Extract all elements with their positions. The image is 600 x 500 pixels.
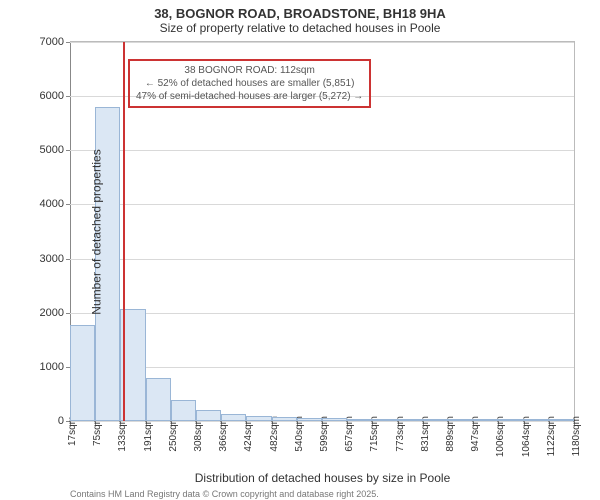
x-tick-label: 540sqm — [294, 416, 305, 452]
x-tick-label: 1006sqm — [495, 416, 506, 457]
x-tick-label: 657sqm — [344, 416, 355, 452]
x-tick-label: 1180sqm — [571, 416, 582, 456]
x-tick-label: 773sqm — [395, 416, 406, 452]
property-marker-line — [123, 42, 125, 421]
plot-region: 0100020003000400050006000700017sqm75sqm1… — [70, 42, 574, 421]
annotation-line2: ← 52% of detached houses are smaller (5,… — [136, 77, 363, 90]
grid-line — [70, 150, 574, 151]
x-tick-label: 889sqm — [445, 416, 456, 452]
grid-line — [70, 367, 574, 368]
x-axis-title: Distribution of detached houses by size … — [70, 471, 575, 485]
histogram-bar — [473, 419, 498, 421]
histogram-bar — [246, 416, 271, 421]
y-tick-label: 2000 — [40, 307, 70, 319]
histogram-bar — [448, 419, 473, 421]
x-tick-label: 831sqm — [420, 416, 431, 452]
footer-attribution: Contains HM Land Registry data © Crown c… — [70, 489, 600, 500]
x-tick-label: 308sqm — [193, 416, 204, 452]
annotation-box: 38 BOGNOR ROAD: 112sqm← 52% of detached … — [128, 59, 371, 108]
x-tick-label: 482sqm — [269, 416, 280, 452]
x-tick-label: 1064sqm — [521, 416, 532, 457]
x-tick-label: 250sqm — [168, 416, 179, 452]
grid-line — [70, 204, 574, 205]
footer-line1: Contains HM Land Registry data © Crown c… — [70, 489, 600, 500]
grid-line — [70, 259, 574, 260]
grid-line — [70, 313, 574, 314]
x-tick-label: 599sqm — [319, 416, 330, 452]
chart-title-line2: Size of property relative to detached ho… — [0, 21, 600, 35]
histogram-bar — [423, 419, 448, 421]
histogram-bar — [146, 378, 171, 421]
y-axis-title: Number of detached properties — [90, 149, 104, 314]
x-tick-label: 366sqm — [218, 416, 229, 452]
chart-title-block: 38, BOGNOR ROAD, BROADSTONE, BH18 9HA Si… — [0, 0, 600, 35]
chart-title-line1: 38, BOGNOR ROAD, BROADSTONE, BH18 9HA — [0, 6, 600, 21]
histogram-bar — [524, 419, 549, 421]
histogram-bar — [372, 419, 397, 421]
y-tick-label: 6000 — [40, 90, 70, 102]
histogram-bar — [549, 419, 574, 421]
x-tick-label: 1122sqm — [546, 416, 557, 456]
y-tick-label: 4000 — [40, 198, 70, 210]
chart-area: 0100020003000400050006000700017sqm75sqm1… — [70, 41, 575, 421]
x-tick-label: 947sqm — [470, 416, 481, 452]
x-tick-label: 133sqm — [117, 416, 128, 452]
histogram-bar — [272, 417, 297, 421]
histogram-bar — [196, 410, 221, 421]
histogram-bar — [398, 419, 423, 421]
histogram-bar — [171, 400, 196, 421]
y-tick-label: 5000 — [40, 144, 70, 156]
y-tick-label: 1000 — [40, 361, 70, 373]
histogram-bar — [498, 419, 523, 421]
x-tick-label: 715sqm — [369, 416, 380, 452]
histogram-bar — [221, 414, 246, 421]
x-tick-label: 424sqm — [243, 416, 254, 452]
y-tick-label: 7000 — [40, 36, 70, 48]
annotation-line1: 38 BOGNOR ROAD: 112sqm — [136, 64, 363, 77]
y-tick-label: 3000 — [40, 253, 70, 265]
histogram-bar — [347, 419, 372, 421]
histogram-bar — [70, 325, 95, 421]
grid-line — [70, 42, 574, 43]
x-tick-label: 191sqm — [143, 416, 154, 452]
annotation-line3: 47% of semi-detached houses are larger (… — [136, 90, 363, 103]
histogram-bar — [322, 418, 347, 421]
histogram-bar — [297, 418, 322, 421]
